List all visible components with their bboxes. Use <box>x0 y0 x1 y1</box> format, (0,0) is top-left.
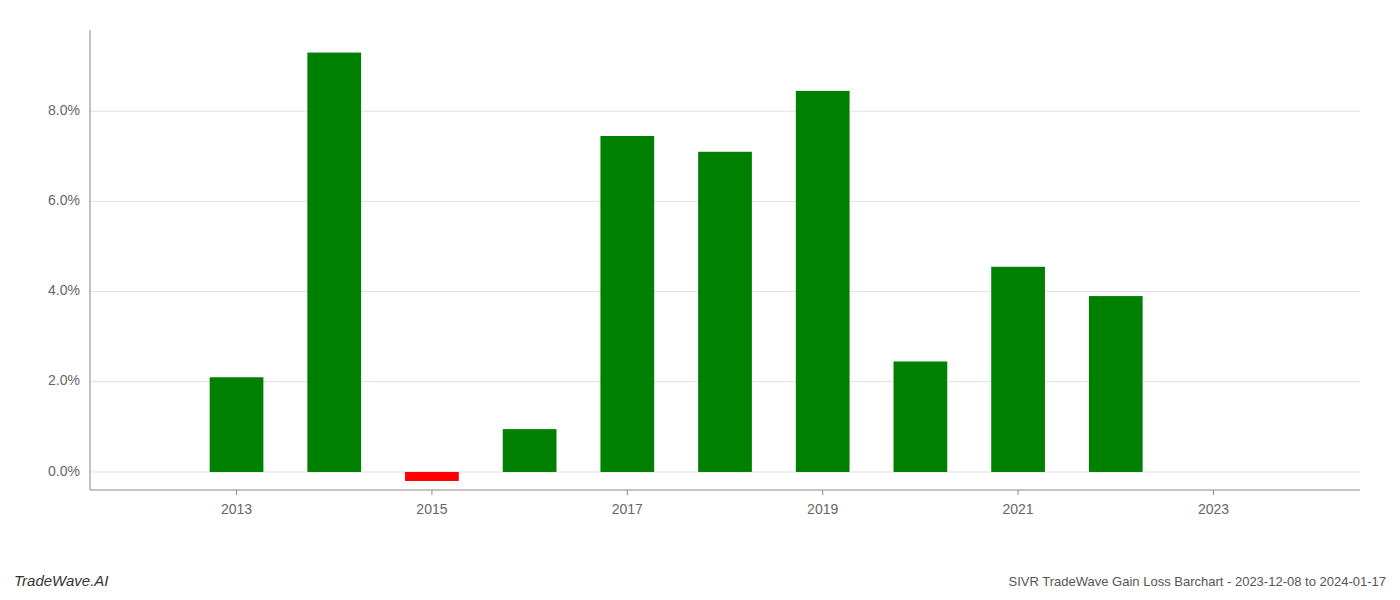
x-tick <box>236 490 237 495</box>
y-axis-line <box>90 30 91 490</box>
bar <box>1089 296 1143 472</box>
x-tick <box>1213 490 1214 495</box>
bar <box>210 377 264 472</box>
chart-title: SIVR TradeWave Gain Loss Barchart - 2023… <box>1009 574 1386 589</box>
bar <box>307 53 361 472</box>
x-tick-label: 2023 <box>1198 501 1229 517</box>
chart-container: 0.0% 2.0% 4.0% 6.0% 8.0% 2013 2015 2017 2019 2021… <box>0 0 1400 600</box>
x-tick-label: 2015 <box>416 501 447 517</box>
y-tick-label: 6.0% <box>48 192 80 208</box>
x-tick <box>822 490 823 495</box>
x-tick <box>1018 490 1019 495</box>
x-tick <box>627 490 628 495</box>
x-tick-label: 2013 <box>221 501 252 517</box>
y-tick-label: 4.0% <box>48 282 80 298</box>
chart-svg: 0.0% 2.0% 4.0% 6.0% 8.0% 2013 2015 2017 2019 2021… <box>0 0 1400 600</box>
x-tick-label: 2017 <box>612 501 643 517</box>
grid <box>90 111 1360 472</box>
bar <box>796 91 850 472</box>
x-tick-label: 2019 <box>807 501 838 517</box>
x-axis-line <box>90 490 1360 491</box>
y-tick-label: 2.0% <box>48 372 80 388</box>
bar <box>600 136 654 472</box>
y-tick-label: 8.0% <box>48 102 80 118</box>
x-tick <box>431 490 432 495</box>
bar <box>405 472 459 481</box>
bar <box>503 429 557 472</box>
bar <box>698 152 752 472</box>
watermark: TradeWave.AI <box>14 572 108 589</box>
x-tick-label: 2021 <box>1002 501 1033 517</box>
grid-line <box>90 111 1360 112</box>
bar <box>991 267 1045 472</box>
bar <box>894 361 948 471</box>
y-tick-label: 0.0% <box>48 463 80 479</box>
bars <box>210 53 1143 481</box>
